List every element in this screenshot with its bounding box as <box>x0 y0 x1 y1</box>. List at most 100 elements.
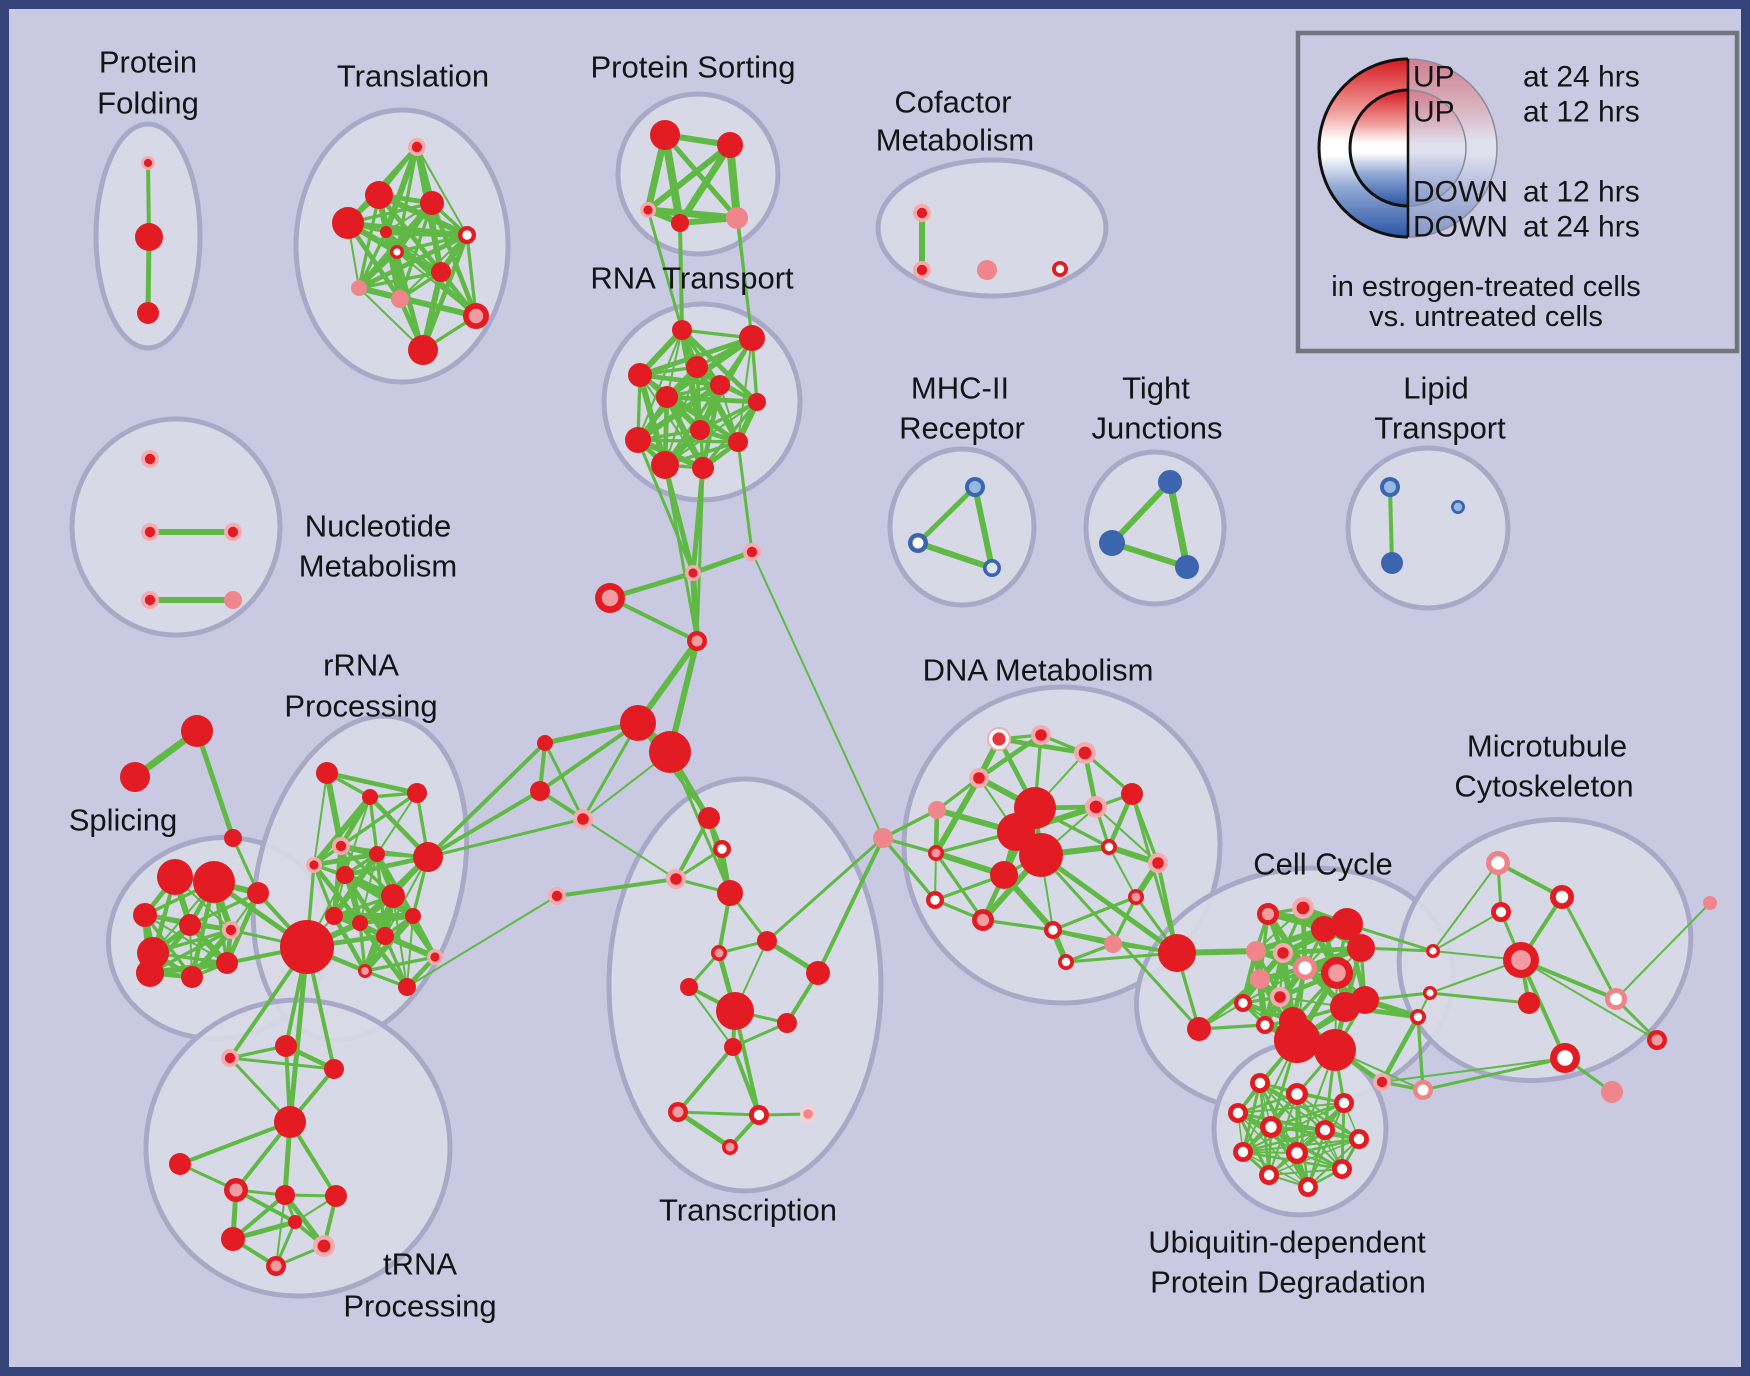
backbone-node-1 <box>595 583 625 613</box>
network-edge <box>339 791 419 848</box>
network-edge <box>178 1120 292 1166</box>
network-edge <box>538 721 640 793</box>
network-edge <box>663 463 699 643</box>
rna_transport-node-9 <box>728 432 748 452</box>
network-edge <box>736 440 754 554</box>
network-edge <box>311 851 380 868</box>
tight_junctions-node-2 <box>1175 555 1199 579</box>
network-edge <box>358 921 367 973</box>
splicing-node-3 <box>179 914 201 936</box>
dna-node-5 <box>873 828 893 848</box>
rrna-node-13 <box>280 920 334 974</box>
network-edge <box>416 146 468 236</box>
network-edge <box>1379 1014 1421 1085</box>
network-edge <box>1428 991 1531 1005</box>
rrna-node-19 <box>324 1059 344 1079</box>
cofactor-node-1 <box>913 261 931 279</box>
cell_cycle-node-13 <box>1234 994 1252 1012</box>
microtubule-node-6 <box>1518 992 1540 1014</box>
dna-node-17 <box>1128 889 1144 905</box>
microtubule-node-5 <box>1423 986 1437 1000</box>
ubiquitin-node-5 <box>1315 1120 1335 1140</box>
network-edge <box>676 141 734 227</box>
network-edge <box>608 596 699 643</box>
tight_junctions-label: Tight <box>1122 371 1190 406</box>
cell_cycle-node-14 <box>1256 1016 1274 1034</box>
trna-ellipse <box>143 997 453 1299</box>
network-edge <box>331 851 380 919</box>
protein_sorting-label: Protein Sorting <box>590 50 795 85</box>
network-edge <box>1520 959 1658 1041</box>
network-edge <box>1237 1112 1309 1188</box>
splicing-node-1 <box>193 861 235 903</box>
network-edge <box>383 229 479 319</box>
network-edge <box>312 863 336 918</box>
microtubule-label: Microtubule <box>1467 729 1627 764</box>
rna_transport-node-1 <box>739 325 765 351</box>
backbone-node-7 <box>530 781 550 801</box>
trna-node-7 <box>266 1256 286 1276</box>
splicing-node-2 <box>133 903 157 927</box>
lipid_transport-node-1 <box>1381 552 1403 574</box>
backbone-node-0 <box>685 565 701 581</box>
transcription-node-13 <box>800 1106 816 1122</box>
network-edge <box>1432 911 1502 952</box>
transcription-node-2 <box>666 869 686 889</box>
dna-node-15 <box>972 909 994 931</box>
protein_folding-node-1 <box>135 223 163 251</box>
network-edge <box>695 466 705 643</box>
rrna-node-8 <box>381 884 405 908</box>
nucleotide-label: Metabolism <box>299 549 458 584</box>
network-edge <box>698 400 759 432</box>
translation-node-6 <box>351 280 367 296</box>
cell_cycle-node-0 <box>1158 934 1196 972</box>
transcription-node-10 <box>724 1038 742 1056</box>
tight_junctions-node-0 <box>1158 470 1182 494</box>
cell_cycle-node-2 <box>1257 903 1279 925</box>
network-edge <box>331 843 344 919</box>
ubiquitin-node-6 <box>1349 1129 1369 1149</box>
network-edge <box>676 1110 761 1117</box>
mhc-node-0 <box>965 477 985 497</box>
rna_transport-node-6 <box>748 393 766 411</box>
network-edge <box>426 789 542 859</box>
network-edge <box>287 944 310 1125</box>
ubiquitin-node-11 <box>1298 1177 1318 1197</box>
ubiquitin-node-10 <box>1259 1165 1279 1185</box>
network-edge <box>934 851 985 922</box>
ubiquitin-node-1 <box>1286 1083 1308 1105</box>
network-edge <box>383 144 420 235</box>
microtubule-node-9 <box>1601 1081 1623 1103</box>
trna-node-6 <box>313 1235 335 1257</box>
ubiquitin-label: Protein Degradation <box>1150 1265 1426 1300</box>
network-edge <box>582 818 677 880</box>
transcription-node-11 <box>668 1102 688 1122</box>
legend-row-dir: DOWN <box>1413 211 1508 244</box>
network-edge <box>645 142 733 213</box>
network-edge <box>376 792 418 855</box>
mhc-ellipse <box>887 446 1037 608</box>
ubiquitin-node-3 <box>1228 1103 1248 1123</box>
rrna-node-1 <box>362 789 378 805</box>
network-edge <box>981 918 1055 932</box>
cell_cycle-label: Cell Cycle <box>1253 847 1393 882</box>
network-edge <box>148 928 233 975</box>
protein_sorting-node-0 <box>650 120 680 150</box>
dna-node-3 <box>969 768 989 788</box>
protein_folding-node-0 <box>141 156 155 170</box>
network-edge <box>194 728 236 841</box>
dna-node-8 <box>1085 796 1107 818</box>
rrna-node-16 <box>398 978 416 996</box>
ubiquitin-node-2 <box>1334 1093 1354 1113</box>
splicing-node-0 <box>157 859 193 895</box>
splicing-node-9 <box>136 959 164 987</box>
network-edge <box>635 382 723 443</box>
transcription-node-7 <box>806 961 830 985</box>
network-edge <box>637 329 683 441</box>
microtubule-label: Cytoskeleton <box>1454 769 1633 804</box>
splicing-node-4 <box>222 921 240 939</box>
dna-node-4 <box>928 801 946 819</box>
network-edge <box>1038 852 1180 956</box>
dna-node-13 <box>990 861 1018 889</box>
